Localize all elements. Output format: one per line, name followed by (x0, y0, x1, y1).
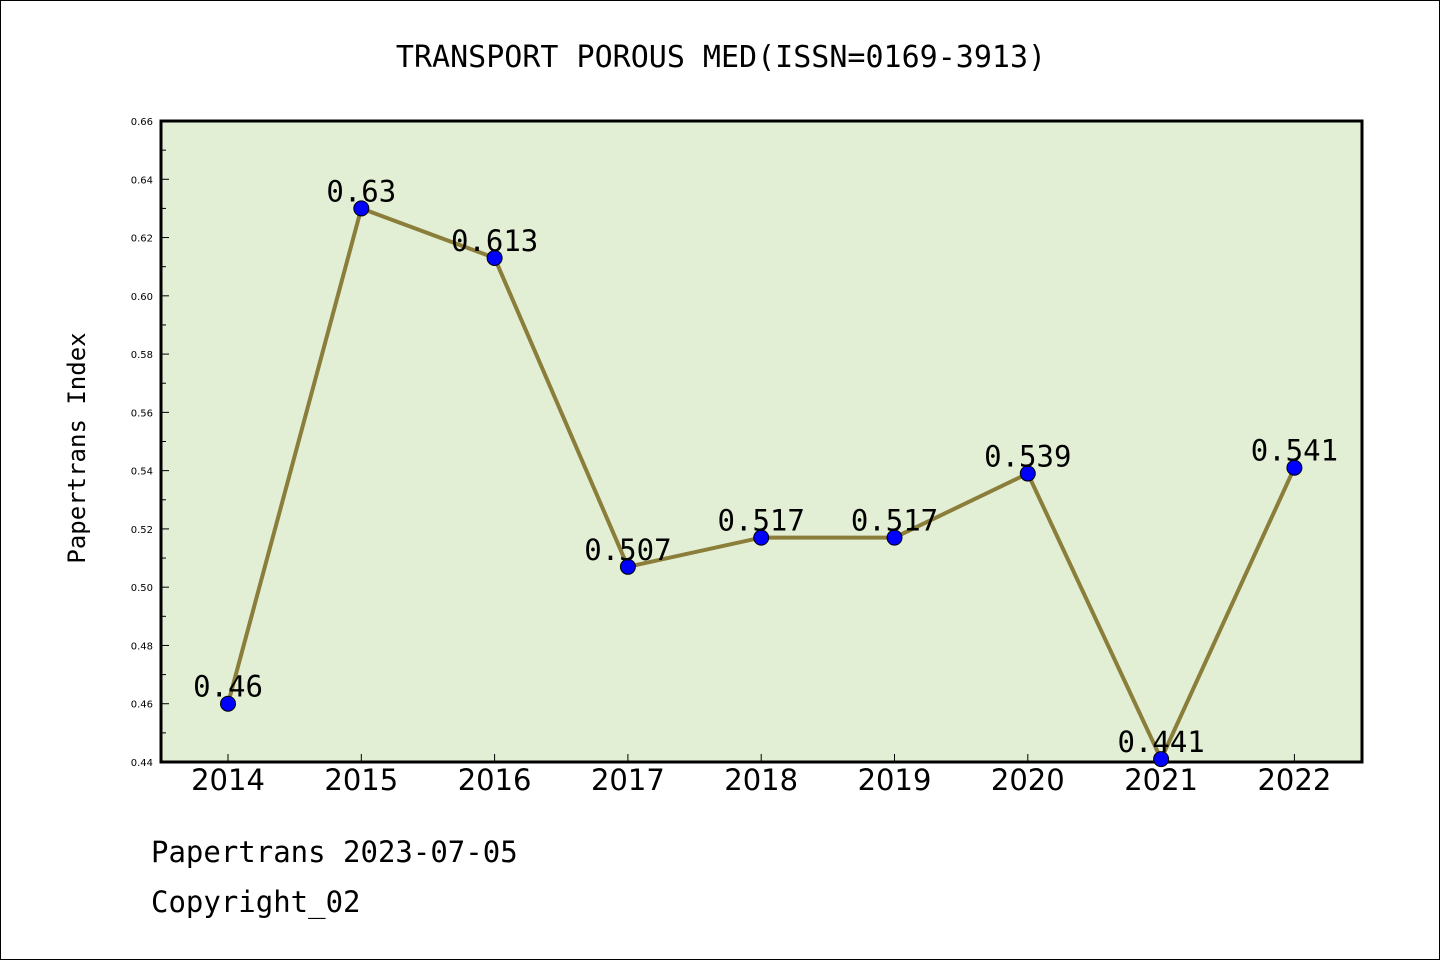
data-label: 0.63 (326, 174, 396, 208)
x-tick-label: 2014 (191, 763, 265, 797)
footer-copyright: Copyright_02 (151, 885, 361, 919)
y-tick-label: 0.52 (131, 525, 153, 536)
data-label: 0.613 (451, 224, 538, 258)
y-axis-label: Papertrans Index (63, 332, 91, 563)
y-tick-labels: 0.44 0.46 0.48 0.50 0.52 0.54 0.56 0.58 0.60 0.62… (131, 117, 153, 769)
x-tick-label: 2015 (324, 763, 398, 797)
data-label: 0.517 (718, 504, 805, 538)
y-tick-label: 0.58 (131, 350, 153, 361)
data-point (1019, 465, 1036, 482)
y-tick-label: 0.56 (131, 408, 153, 419)
data-point (1153, 751, 1170, 768)
x-tick-label: 2022 (1257, 763, 1331, 797)
data-point (619, 558, 636, 575)
x-tick-label: 2016 (458, 763, 532, 797)
y-tick-label: 0.60 (131, 292, 153, 303)
data-label: 0.507 (584, 533, 671, 567)
x-tick-label: 2021 (1124, 763, 1198, 797)
y-tick-marks (161, 120, 169, 763)
y-tick-label: 0.62 (131, 234, 153, 245)
x-tick-label: 2019 (858, 763, 932, 797)
data-point (220, 695, 236, 712)
data-point (753, 529, 770, 546)
plot-area (159, 119, 1364, 764)
data-label: 0.539 (984, 440, 1071, 474)
data-label: 0.517 (851, 504, 938, 538)
chart-title: TRANSPORT POROUS MED(ISSN=0169-3913) (396, 40, 1046, 75)
x-tick-label: 2017 (591, 763, 665, 797)
y-tick-label: 0.46 (131, 700, 153, 711)
data-markers (220, 200, 1303, 768)
data-labels: 0.46 0.63 0.613 0.507 0.517 0.517 0.539 0.441 0.… (193, 174, 1338, 759)
x-tick-label: 2018 (724, 763, 798, 797)
data-label: 0.441 (1117, 725, 1204, 759)
y-tick-label: 0.66 (131, 117, 153, 128)
footer-date: Papertrans 2023-07-05 (151, 835, 518, 869)
data-point (486, 249, 503, 266)
data-point (886, 529, 903, 546)
x-tick-label: 2020 (991, 763, 1065, 797)
y-tick-label: 0.54 (131, 467, 153, 478)
data-point (353, 200, 370, 217)
data-label: 0.46 (193, 670, 263, 704)
data-point (1286, 459, 1303, 476)
y-tick-label: 0.44 (131, 758, 153, 769)
x-tick-labels: 2014 2015 2016 2017 2018 2019 2020 2021 2022 (191, 763, 1331, 797)
y-tick-label: 0.48 (131, 641, 153, 652)
data-label: 0.541 (1251, 434, 1338, 468)
y-tick-label: 0.50 (131, 583, 153, 594)
y-tick-label: 0.64 (131, 175, 153, 186)
